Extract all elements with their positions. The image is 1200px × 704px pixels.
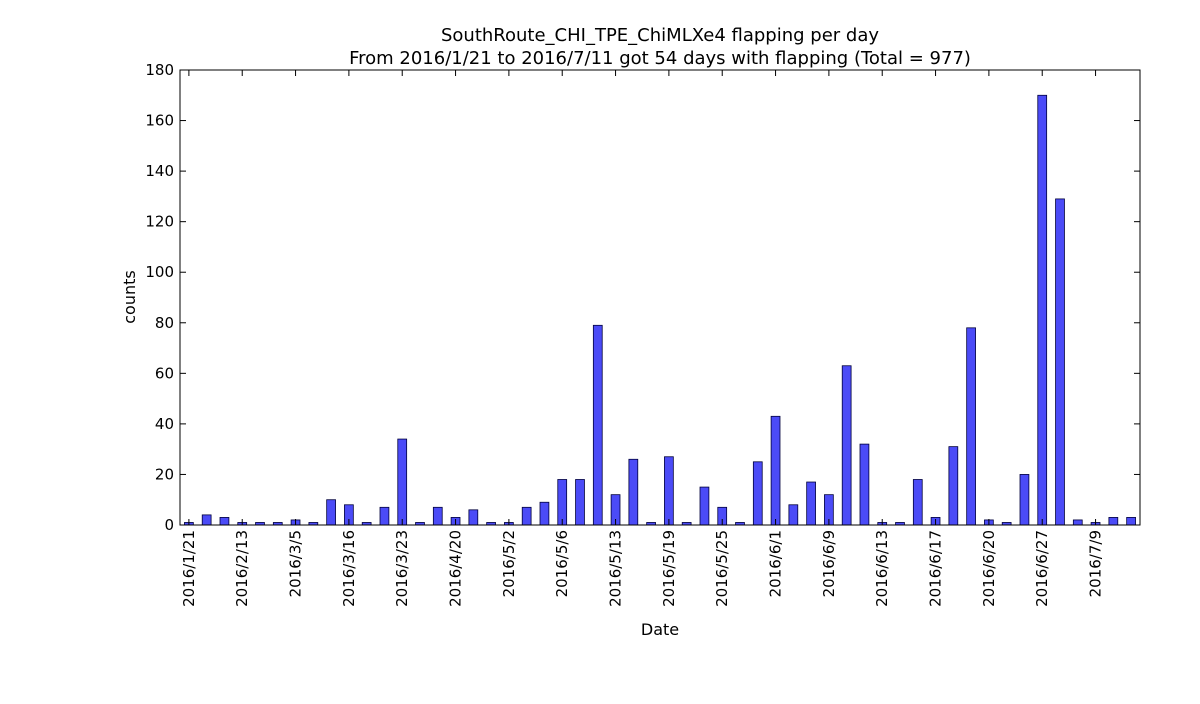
y-tick-label: 180 — [145, 61, 174, 79]
bar — [1055, 198, 1065, 526]
bar — [628, 458, 639, 526]
bar — [1108, 517, 1119, 526]
y-tick-label: 120 — [145, 213, 174, 231]
bar — [1019, 474, 1030, 526]
chart-subtitle: From 2016/1/21 to 2016/7/11 got 54 days … — [349, 48, 971, 69]
bar — [326, 499, 336, 526]
bar — [592, 324, 603, 526]
bar — [201, 514, 212, 526]
bar — [1072, 519, 1083, 526]
bar — [699, 486, 710, 526]
x-tick-label: 2016/5/6 — [553, 530, 571, 597]
bar — [468, 509, 479, 526]
y-axis-label: counts — [120, 270, 139, 323]
y-tick-label: 100 — [145, 263, 174, 281]
plot-area-frame — [179, 69, 1141, 526]
bar — [397, 438, 408, 526]
x-tick-label: 2016/6/1 — [767, 530, 785, 597]
y-tick-label: 40 — [155, 415, 174, 433]
x-tick-label: 2016/3/5 — [287, 530, 305, 597]
bar — [539, 501, 550, 526]
bar — [1126, 517, 1136, 526]
x-tick-label: 2016/5/25 — [713, 530, 731, 607]
x-tick-label: 2016/6/13 — [873, 530, 891, 607]
bar — [948, 446, 959, 526]
y-tick-label: 80 — [155, 314, 174, 332]
bar — [841, 365, 852, 526]
x-axis-ticks: 2016/1/21 2016/2/13 2016/3/5 2016/3/16 2016/… — [180, 70, 1105, 607]
x-tick-label: 2016/5/13 — [607, 530, 625, 607]
y-tick-label: 0 — [164, 516, 174, 534]
bar — [859, 443, 870, 526]
y-tick-label: 20 — [155, 465, 174, 483]
bar — [219, 517, 230, 526]
chart-title: SouthRoute_CHI_TPE_ChiMLXe4 flapping per… — [441, 25, 879, 46]
x-tick-label: 2016/6/17 — [927, 530, 945, 607]
y-tick-label: 160 — [145, 112, 174, 130]
x-tick-label: 2016/2/13 — [233, 530, 251, 607]
bar — [752, 461, 763, 526]
y-tick-label: 140 — [145, 162, 174, 180]
bar — [557, 479, 568, 526]
x-tick-label: 2016/6/9 — [820, 530, 838, 597]
x-tick-label: 2016/3/23 — [393, 530, 411, 607]
x-axis-label: Date — [641, 620, 679, 639]
bar — [1037, 94, 1048, 526]
bar — [770, 415, 781, 526]
y-axis-ticks: 0 20 40 60 80 100 120 140 160 180 — [145, 61, 1140, 534]
bar — [806, 481, 816, 526]
bar — [664, 456, 674, 526]
x-tick-label: 2016/5/2 — [500, 530, 518, 597]
bar — [912, 479, 923, 526]
bar — [379, 506, 390, 526]
x-tick-label: 2016/5/19 — [660, 530, 678, 607]
x-tick-label: 2016/4/20 — [447, 530, 465, 607]
bar — [575, 479, 585, 526]
x-tick-label: 2016/6/20 — [980, 530, 998, 607]
y-tick-label: 60 — [155, 364, 174, 382]
x-tick-label: 2016/7/9 — [1087, 530, 1105, 597]
bar — [521, 506, 532, 526]
bar — [788, 504, 799, 526]
bars-group — [184, 94, 1136, 526]
bar — [432, 506, 443, 526]
x-tick-label: 2016/3/16 — [340, 530, 358, 607]
x-tick-label: 2016/1/21 — [180, 530, 198, 607]
bar — [966, 327, 976, 526]
x-tick-label: 2016/6/27 — [1033, 530, 1051, 607]
